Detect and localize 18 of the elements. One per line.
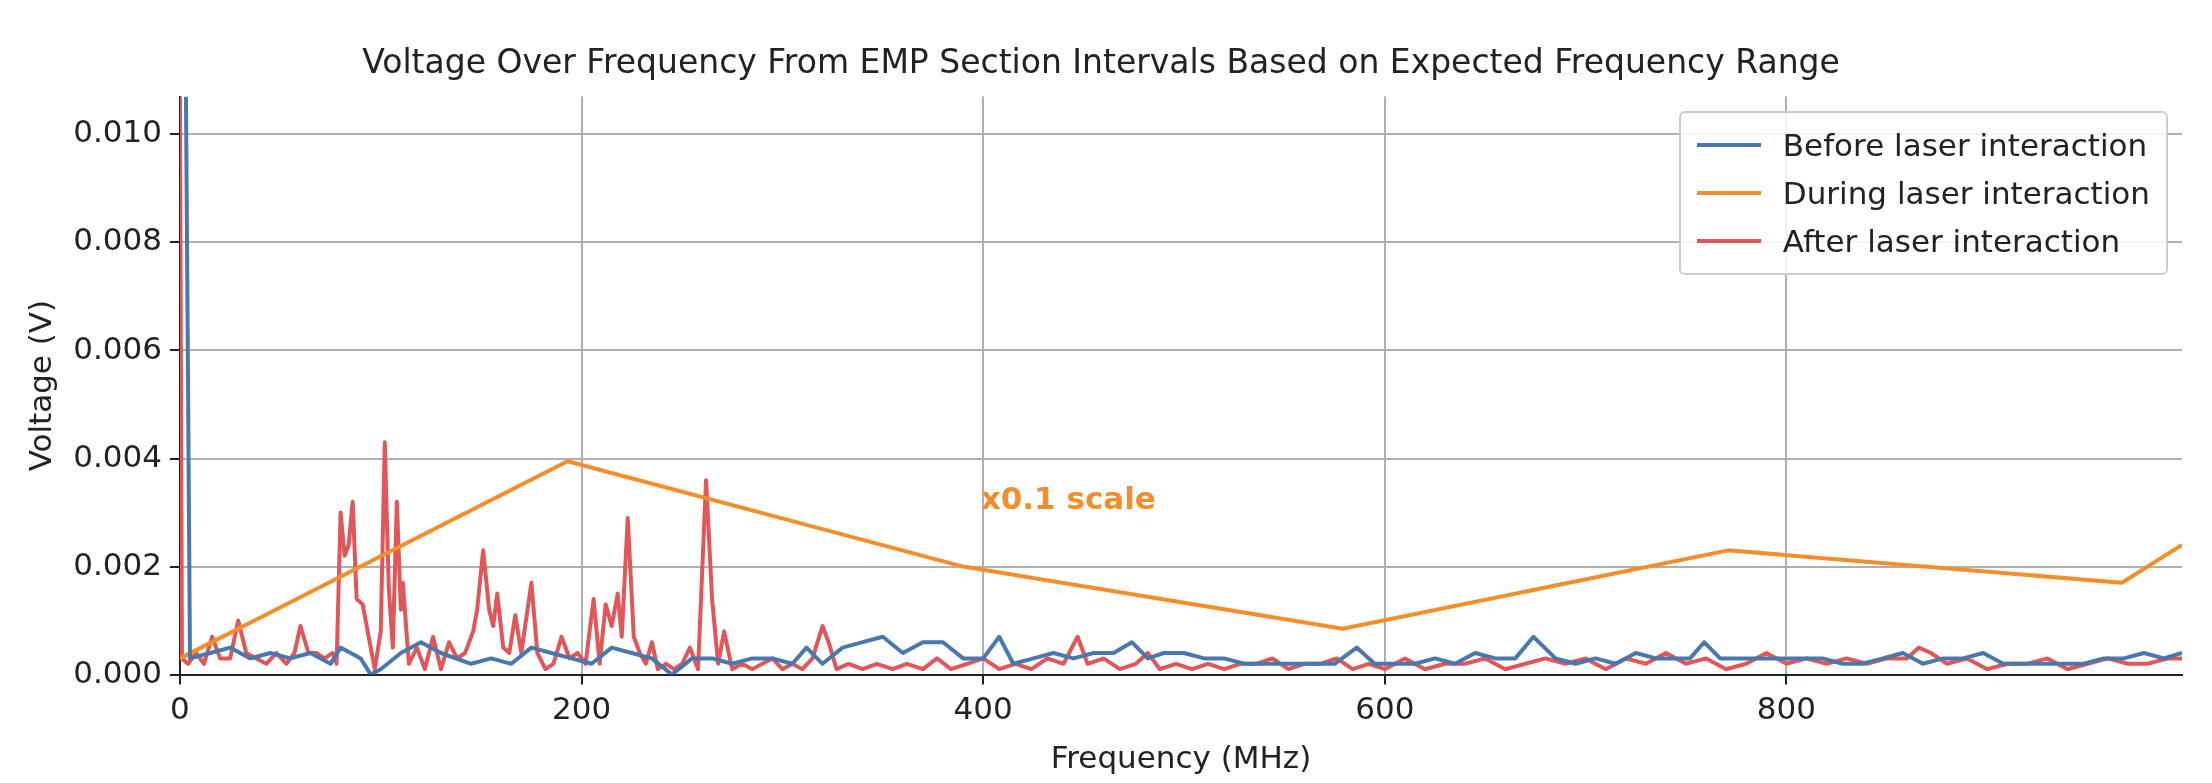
annotation: x0.1 scale [980, 480, 1156, 517]
x-axis-title: Frequency (MHz) [1050, 739, 1312, 776]
y-tick-label: 0.004 [73, 437, 162, 474]
legend-label: After laser interaction [1782, 221, 2121, 261]
legend-label: Before laser interaction [1782, 125, 2148, 165]
y-tick-label: 0.002 [73, 545, 162, 582]
y-tick-label: 0.010 [73, 113, 162, 150]
x-tick-label: 600 [1355, 690, 1415, 727]
y-axis-title: Voltage (V) [21, 299, 58, 472]
x-tick-label: 0 [170, 690, 190, 727]
chart-title: Voltage Over Frequency From EMP Section Intervals Based on Expected Frequency Range [362, 42, 1840, 82]
x-tick-label: 400 [953, 690, 1013, 727]
x-tick-label: 800 [1756, 690, 1816, 727]
y-tick-label: 0.000 [73, 653, 162, 690]
y-tick-label: 0.006 [73, 329, 162, 366]
x-tick-label: 200 [551, 690, 612, 727]
y-tick-label: 0.008 [73, 221, 162, 258]
legend-label: During laser interaction [1782, 173, 2150, 213]
